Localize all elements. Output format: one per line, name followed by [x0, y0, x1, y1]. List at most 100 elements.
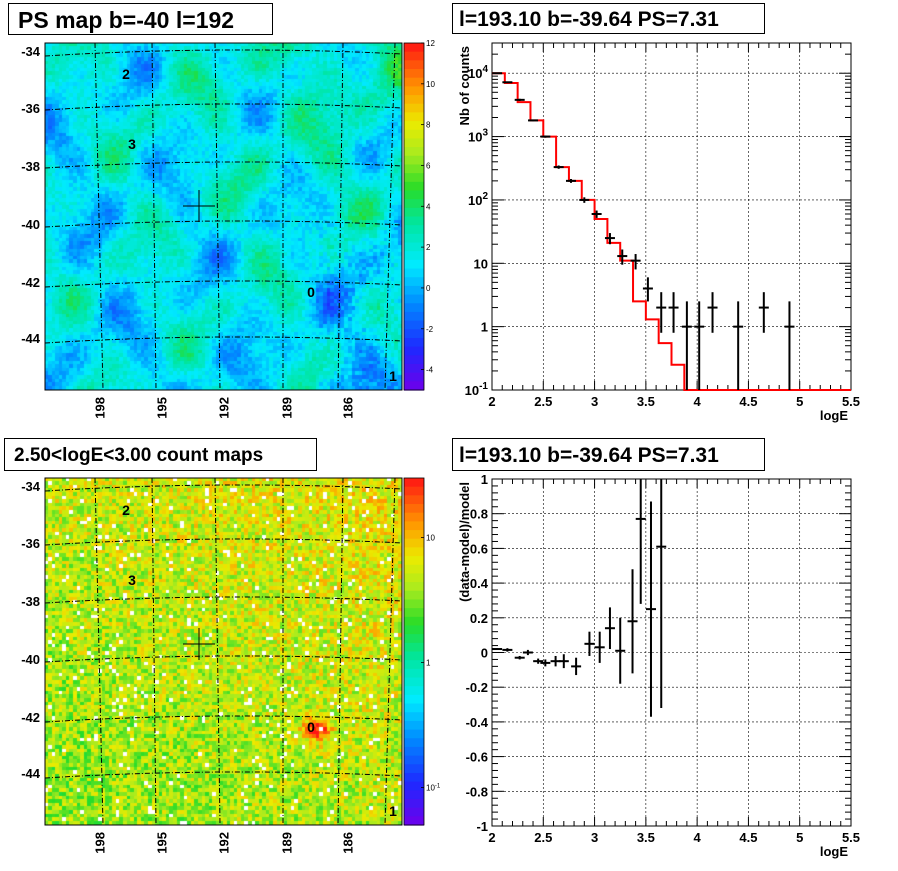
count-map-longitude-line — [214, 477, 221, 826]
ps-map-y-tick: -44 — [21, 331, 41, 346]
ps-map-source-label: 3 — [128, 136, 136, 152]
ps-map-latitude-line — [44, 280, 403, 288]
count-colorbar-segment — [404, 677, 424, 687]
ps-colorbar-segment — [404, 346, 424, 356]
count-colorbar-segment — [404, 729, 424, 739]
spectrum-y-tick-label: 1 — [481, 320, 488, 335]
ps-map-latitude-line — [44, 49, 403, 57]
ps-map-x-tick: 192 — [216, 397, 231, 419]
count-colorbar-segment — [404, 660, 424, 670]
spectrum-grid — [492, 43, 851, 390]
ps-colorbar-segment — [404, 69, 424, 79]
count-map-source-label: 2 — [122, 502, 130, 518]
ps-colorbar-label: 8 — [426, 121, 431, 130]
ps-colorbar-label: 2 — [426, 243, 431, 252]
count-map-x-tick: 189 — [279, 832, 294, 854]
count-colorbar-segment — [404, 616, 424, 627]
spectrum-y-tick-label: 104 — [468, 64, 488, 81]
count-colorbar-segment — [404, 478, 424, 488]
ps-colorbar-label: 0 — [426, 284, 431, 293]
count-colorbar-segment — [404, 738, 424, 748]
spectrum-x-tick-label: 2.5 — [534, 394, 552, 409]
spectrum-y-tick-label: 103 — [468, 128, 488, 145]
ps-colorbar-segment — [404, 199, 424, 209]
ps-map-latitude-line — [44, 336, 403, 344]
count-colorbar-segment — [404, 651, 424, 661]
count-map-longitude-line — [384, 477, 396, 826]
ps-colorbar-segment — [404, 233, 424, 244]
count-map-panel: -34 -36 -38 -40 -42 -44 198 195 192 189 186 10 1 10-1… — [0, 435, 449, 871]
residuals-x-tick-label: 5.5 — [842, 830, 860, 845]
spectrum-frame — [491, 42, 852, 391]
ps-colorbar-segment — [404, 294, 424, 304]
ps-map-graticule — [44, 42, 403, 391]
count-map-source-label: 1 — [389, 803, 397, 819]
ps-colorbar-label: 10 — [426, 80, 435, 89]
ps-map-longitude-line — [214, 42, 221, 391]
ps-colorbar-segment — [404, 277, 424, 287]
residuals-y-tick-label: 0 — [481, 646, 488, 661]
ps-colorbar-segment — [404, 259, 424, 270]
count-map-x-tick: 192 — [216, 832, 231, 854]
count-colorbar-segment — [404, 573, 424, 583]
ps-colorbar-segment — [404, 95, 424, 105]
spectrum-x-tick-label: 5 — [796, 394, 803, 409]
count-colorbar-segment — [404, 790, 424, 800]
count-colorbar-segment — [404, 755, 424, 765]
ps-colorbar-segment — [404, 51, 424, 61]
ps-colorbar-segment — [404, 181, 424, 192]
count-colorbar-segment — [404, 781, 424, 791]
ps-colorbar-segment — [404, 329, 424, 339]
residuals-y-tick-label: 1 — [481, 472, 488, 487]
ps-colorbar-label: -4 — [426, 366, 434, 375]
residuals-y-tick-label: 0.6 — [470, 541, 488, 556]
ps-map-source-label: 0 — [307, 284, 315, 300]
spectrum-x-tick-label: 2 — [488, 394, 495, 409]
ps-map-panel: -34 -36 -38 -40 -42 -44 198 195 192 189 186 12 10 8 6 4… — [0, 0, 449, 435]
ps-map-source-label: 2 — [122, 66, 130, 82]
count-map-latitude-line — [44, 484, 403, 492]
count-colorbar-segment — [404, 486, 424, 496]
ps-map-title: PS map b=-40 l=192 — [8, 3, 273, 35]
residuals-y-tick-label: -0.8 — [466, 784, 488, 799]
count-map-source-label: 3 — [128, 572, 136, 588]
ps-map-y-tick: -40 — [21, 217, 40, 232]
spectrum-y-tick-label: 10-1 — [465, 381, 489, 398]
count-map-latitude-line — [44, 596, 403, 604]
count-colorbar-segment — [404, 608, 424, 618]
count-colorbar-segment — [404, 556, 424, 566]
residuals-x-tick-label: 3 — [591, 830, 598, 845]
count-map-x-tick: 186 — [340, 832, 355, 854]
residuals-y-tick-label: 0.8 — [470, 507, 488, 522]
count-colorbar-segment — [404, 746, 424, 757]
count-map-y-tick: -34 — [21, 479, 41, 494]
count-map-graticule — [44, 477, 403, 826]
ps-colorbar-segment — [404, 337, 424, 348]
residuals-x-axis-title: logE — [820, 844, 848, 859]
residuals-x-tick-label: 4 — [694, 830, 702, 845]
spectrum-y-axis-title: Nb of counts — [457, 46, 472, 125]
ps-colorbar-segment — [404, 121, 424, 131]
spectrum-x-tick-label: 5.5 — [842, 394, 860, 409]
count-colorbar-frame — [403, 477, 425, 826]
ps-colorbar-segment — [404, 303, 424, 313]
count-map-frame — [44, 477, 403, 826]
count-map-y-tick: -36 — [21, 536, 40, 551]
count-colorbar-segment — [404, 530, 424, 540]
count-map-latitude-line — [44, 538, 403, 546]
residuals-y-tick-label: -1 — [476, 819, 488, 834]
spectrum-title: l=193.10 b=-39.64 PS=7.31 — [452, 3, 765, 34]
spectrum-x-tick-label: 3.5 — [637, 394, 655, 409]
ps-map-longitude-line — [384, 42, 396, 391]
ps-map-longitude-line — [151, 42, 157, 391]
residuals-y-axis-title: (data-model)/model — [457, 482, 472, 602]
ps-colorbar-segment — [404, 77, 424, 87]
ps-colorbar-segment — [404, 216, 424, 226]
residuals-y-tick-label: -0.4 — [466, 715, 489, 730]
count-colorbar-segment — [404, 547, 424, 557]
ps-colorbar-label: 12 — [426, 39, 435, 48]
count-colorbar-segment — [404, 764, 424, 774]
ps-map-source-label: 1 — [389, 368, 397, 384]
